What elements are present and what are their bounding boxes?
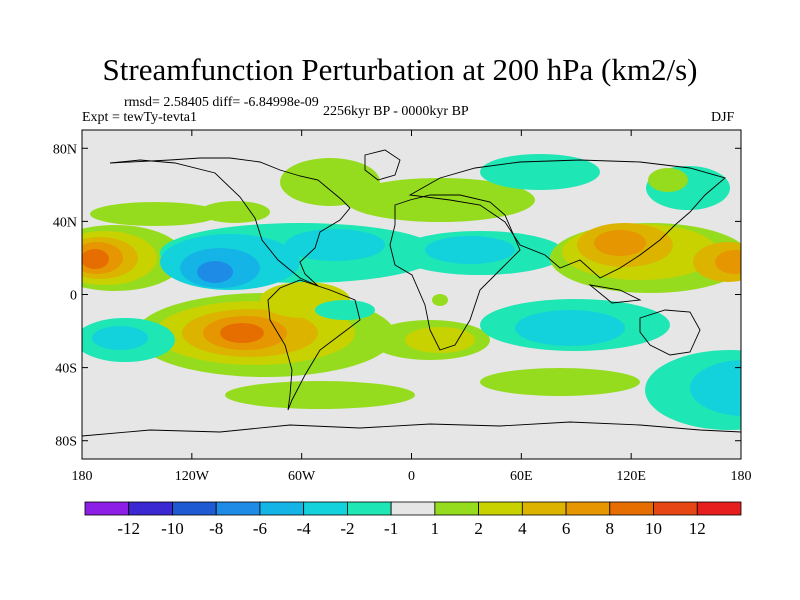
x-tick-label: 120E [616,469,646,484]
north-america-coast [109,157,351,287]
colorbar-swatch [346,501,392,516]
colorbar-swatch [478,501,523,516]
colorbar-label: 10 [645,519,662,538]
y-tick-label: 0 [70,289,77,304]
anomaly-positive [480,368,640,396]
eurasia-coast [408,159,726,279]
colorbar-label: 1 [431,519,440,538]
anomaly-negative [92,326,148,350]
season-label: DJF [711,110,735,125]
coastlines [82,149,741,437]
colorbar-label: -2 [340,519,354,538]
colorbar-label: 8 [606,519,615,538]
south-america-coast [267,279,361,411]
x-tick-label: 120W [175,469,210,484]
anomaly-positive [345,178,535,222]
x-tick-label: 0 [408,469,415,484]
y-tick-label: 80N [53,142,77,157]
period-label: 2256kyr BP - 0000kyr BP [323,104,469,119]
anomaly-negative [425,236,515,264]
contour-field [82,130,741,459]
anomaly-negative [515,310,625,346]
colorbar-label: 4 [518,519,527,538]
x-tick-label: 180 [731,469,752,484]
colorbar-swatch [215,501,261,516]
africa-coast [389,194,521,351]
colorbar-label: 6 [562,519,571,538]
y-tick-label: 40N [53,215,77,230]
anomaly-negative [197,261,233,283]
y-tick-label: 40S [55,362,77,377]
colorbar-swatch [609,501,654,516]
anomaly-positive [225,381,415,409]
colorbar-swatch [390,501,436,516]
anomaly-positive [594,230,646,256]
colorbar-swatch [653,501,698,516]
colorbar-label: 12 [689,519,706,538]
colorbar: -12 -10 -8 -6 -4 -2 -1 1 2 4 6 8 10 12 [84,501,742,538]
anomaly-positive [715,250,741,274]
axis-layer: 180 120W 60W 0 60E 120E 180 80N 40N 0 40S 80S [53,130,752,484]
antarctica-coast [82,421,741,437]
anomaly-positive [432,294,448,306]
indonesia-coast [588,284,642,304]
stats-line: rmsd= 2.58405 diff= -6.84998e-09 [124,95,319,110]
y-tick-label: 80S [55,435,77,450]
anomaly-positive [82,249,109,269]
colorbar-label: -1 [384,519,398,538]
anomaly-positive [405,327,475,353]
colorbar-swatch [434,501,480,516]
colorbar-swatch [303,501,348,516]
colorbar-swatch [696,501,742,516]
anomaly-positive [200,201,270,223]
x-tick-label: 180 [72,469,93,484]
colorbar-label: -10 [161,519,184,538]
colorbar-label: -6 [253,519,267,538]
colorbar-swatch [128,501,173,516]
greenland-coast [364,149,401,181]
expt-label: Expt = tewTy-tevta1 [82,110,197,125]
x-tick-label: 60E [510,469,533,484]
australia-coast [639,309,701,356]
colorbar-label: -4 [297,519,312,538]
chart-title: Streamfunction Perturbation at 200 hPa (… [102,52,698,87]
anomaly-negative [315,300,375,320]
anomaly-negative [480,154,600,190]
colorbar-swatch [565,501,611,516]
colorbar-swatch [259,501,305,516]
colorbar-swatch [172,501,217,516]
anomaly-positive [90,202,220,226]
anomaly-negative [285,229,385,261]
anomaly-positive [220,323,264,343]
x-tick-label: 60W [288,469,316,484]
colorbar-swatch [84,501,130,516]
anomaly-negative [690,360,741,416]
colorbar-label: 2 [474,519,483,538]
colorbar-label: -8 [209,519,223,538]
colorbar-swatch [521,501,567,516]
anomaly-positive [648,168,688,192]
colorbar-label: -12 [117,519,140,538]
